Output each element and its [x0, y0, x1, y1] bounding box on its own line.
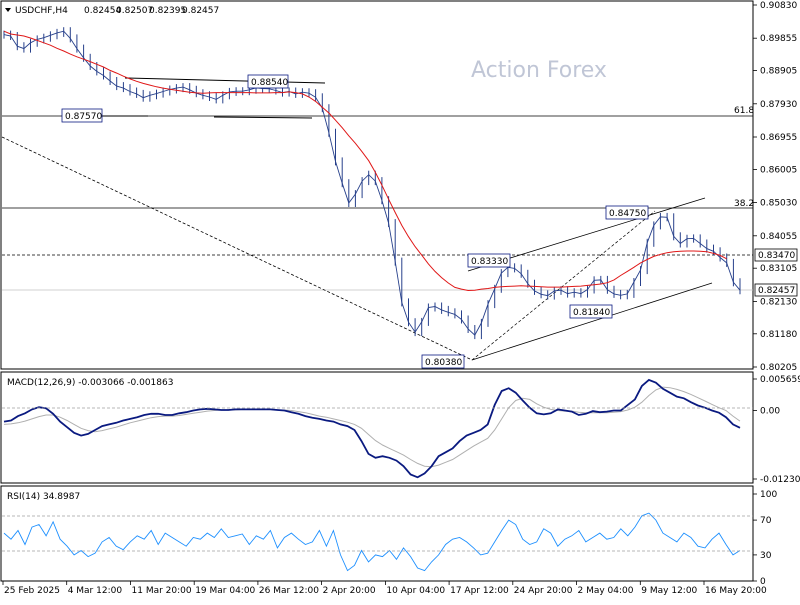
price-label-83330[interactable]: 0.83330: [467, 253, 511, 268]
svg-text:0.87570: 0.87570: [65, 112, 102, 122]
time-tick-label: 10 Apr 04:00: [386, 586, 445, 596]
current-price-tag: 0.82457: [754, 283, 798, 297]
price-label-88540[interactable]: 0.88540: [247, 74, 288, 89]
axis-tick-label: 0.00: [760, 407, 780, 417]
watermark: Action Forex: [471, 58, 607, 83]
ohlc-low: 0.82395: [149, 6, 186, 16]
chart-menu-triangle-icon[interactable]: [5, 8, 11, 12]
macd-panel[interactable]: [0, 371, 754, 484]
price-line: [3, 30, 741, 336]
time-tick-label: 2 May 04:00: [578, 586, 634, 596]
time-tick-label: 25 Feb 2025: [4, 586, 60, 596]
time-tick-label: 16 May 20:00: [705, 586, 767, 596]
macd-series: [3, 378, 741, 479]
ohlc-open: 0.82454: [84, 6, 121, 16]
rsi-panel[interactable]: [0, 485, 754, 582]
axis-tick-label: 0.86005: [760, 165, 797, 175]
time-tick-label: 4 Mar 12:00: [68, 586, 123, 596]
macd-line: [3, 378, 741, 479]
svg-text:0.82457: 0.82457: [758, 286, 795, 296]
ohlc-close: 0.82457: [182, 6, 219, 16]
svg-text:0.83470: 0.83470: [758, 251, 795, 261]
time-axis: 25 Feb 2025 4 Mar 12:00 11 Mar 20:00 19 Mar…: [2, 581, 767, 596]
macd-signal-line: [3, 386, 741, 468]
price-label-84750[interactable]: 0.84750: [605, 205, 649, 220]
axis-tick-label: 0.90830: [760, 1, 797, 11]
price-label-81840[interactable]: 0.81840: [569, 304, 613, 319]
rsi-series: [3, 512, 741, 572]
time-tick-label: 19 Mar 04:00: [195, 586, 255, 596]
price-label-80380[interactable]: 0.80380: [421, 354, 465, 369]
axis-tick-label: 0.005659: [760, 375, 800, 385]
fib-61-8-label: 61.8: [734, 106, 754, 116]
range-bottom-line-2[interactable]: [213, 116, 313, 119]
time-tick-label: 24 Apr 20:00: [514, 586, 573, 596]
dotted-trendline[interactable]: [1, 136, 473, 361]
axis-tick-label: 0.84055: [760, 232, 797, 242]
fib-38-2-label: 38.2: [734, 199, 754, 209]
rsi-axis: 100 70 30 0: [753, 490, 777, 587]
moving-average-line: [3, 30, 727, 292]
time-tick-label: 2 Apr 20:00: [323, 586, 376, 596]
svg-text:0.83330: 0.83330: [471, 257, 508, 267]
axis-tick-label: 0.86955: [760, 133, 797, 143]
axis-tick-label: 0.82130: [760, 297, 797, 307]
price-panel[interactable]: [0, 0, 754, 370]
price-label-87570[interactable]: 0.87570: [61, 108, 102, 123]
axis-tick-label: 0.81180: [760, 330, 797, 340]
axis-tick-label: 0: [760, 577, 766, 587]
axis-tick-label: 0.87930: [760, 100, 797, 110]
axis-tick-label: 0.89855: [760, 34, 797, 44]
channel-lower-line[interactable]: [471, 282, 713, 361]
axis-tick-label: 30: [760, 551, 772, 561]
rsi-line: [3, 512, 741, 572]
range-top-line[interactable]: [124, 77, 326, 84]
axis-tick-label: 0.85030: [760, 199, 797, 209]
svg-text:0.84750: 0.84750: [609, 209, 646, 219]
macd-title: MACD(12,26,9) -0.003066 -0.001863: [7, 378, 173, 388]
rsi-title: RSI(14) 34.8987: [7, 492, 80, 502]
price-axis: 0.90830 0.89855 0.88905 0.87930 0.86955 0.860…: [753, 1, 797, 373]
axis-tick-label: 0.83105: [760, 264, 797, 274]
fib-anchor-line[interactable]: [471, 210, 656, 361]
time-tick-label: 9 May 12:00: [641, 586, 697, 596]
level-price-tag: 0.83470: [754, 248, 798, 262]
axis-tick-label: 0.80205: [760, 363, 797, 373]
ohlc-high: 0.82507: [116, 6, 153, 16]
price-series: [3, 27, 741, 340]
axis-tick-label: 100: [760, 490, 777, 500]
svg-text:0.81840: 0.81840: [573, 308, 610, 318]
axis-tick-label: 0.88905: [760, 67, 797, 77]
axis-tick-label: 70: [760, 516, 772, 526]
time-tick-label: 11 Mar 20:00: [132, 586, 192, 596]
price-title: USDCHF,H4: [15, 6, 68, 16]
time-tick-label: 26 Mar 12:00: [259, 586, 319, 596]
time-tick-label: 17 Apr 12:00: [450, 586, 509, 596]
svg-text:0.88540: 0.88540: [251, 78, 288, 88]
svg-text:0.80380: 0.80380: [425, 358, 462, 368]
